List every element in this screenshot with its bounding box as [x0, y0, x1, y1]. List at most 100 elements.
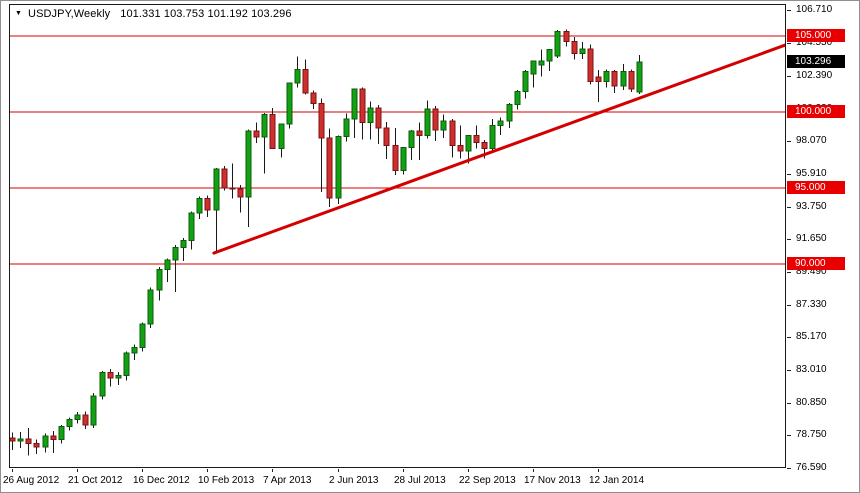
candlestick: [180, 238, 187, 261]
candlestick: [367, 101, 374, 140]
time-tick-label: 17 Nov 2013: [524, 475, 581, 486]
price-level-badge: 100.000: [787, 105, 845, 118]
candlestick: [221, 165, 228, 191]
time-tick-label: 28 Jul 2013: [394, 475, 446, 486]
chart-symbol-label: USDJPY,Weekly: [28, 8, 111, 20]
candlestick: [473, 125, 480, 149]
candlestick: [514, 89, 521, 110]
candlestick: [90, 393, 97, 429]
candlestick: [343, 113, 350, 142]
chart-ohlc-values: 101.331 103.753 101.192 103.296: [120, 8, 292, 20]
price-tick-label: 83.010: [796, 364, 827, 376]
price-tick-mark: [787, 42, 791, 44]
candlestick: [579, 42, 586, 59]
time-tick-label: 22 Sep 2013: [459, 475, 516, 486]
time-scale[interactable]: 26 Aug 2012 21 Oct 2012 16 Dec 2012 10 Feb …: [1, 469, 791, 492]
price-tick-label: 87.330: [796, 298, 827, 310]
candlestick: [416, 122, 423, 160]
candlestick: [335, 135, 342, 204]
candlestick: [245, 129, 252, 227]
candlestick: [17, 431, 24, 448]
price-tick-mark: [787, 10, 791, 11]
time-tick-mark: [598, 469, 599, 472]
time-tick-label: 7 Apr 2013: [263, 475, 312, 486]
candlestick: [74, 412, 81, 424]
candlestick: [269, 108, 276, 150]
candlestick: [563, 29, 570, 47]
candlestick: [164, 258, 171, 283]
candlestick: [554, 29, 561, 59]
candlestick: [603, 69, 610, 88]
candlestick: [620, 64, 627, 90]
price-tick-label: 78.750: [796, 429, 827, 440]
candlestick: [10, 432, 16, 451]
candlestick: [123, 351, 130, 381]
time-tick-label: 16 Dec 2012: [133, 475, 190, 486]
candlestick: [497, 117, 504, 135]
candlestick: [318, 98, 325, 192]
time-tick-mark: [12, 469, 13, 472]
candlestick: [107, 368, 114, 387]
candlestick: [302, 59, 309, 95]
candlestick: [310, 90, 317, 109]
candlestick: [392, 127, 399, 176]
price-tick-label: 98.070: [796, 135, 827, 147]
candlestick: [278, 123, 285, 158]
time-tick-mark: [207, 469, 208, 472]
price-tick-mark: [787, 207, 791, 208]
time-tick-label: 26 Aug 2012: [3, 475, 60, 486]
candlestick: [538, 49, 545, 77]
price-level-badge: 90.000: [787, 257, 845, 270]
price-scale[interactable]: 106.710104.550102.390100.23098.07095.910…: [787, 4, 859, 473]
chart-plot-area[interactable]: [10, 5, 785, 467]
candlestick: [42, 433, 49, 453]
candlestick: [408, 130, 415, 160]
candlestick: [237, 184, 244, 213]
candlestick: [229, 163, 236, 199]
price-tick-label: 80.850: [796, 397, 827, 409]
price-tick-mark: [787, 304, 791, 306]
time-tick-label: 21 Oct 2012: [68, 475, 123, 486]
price-tick-mark: [787, 174, 791, 176]
time-tick-label: 10 Feb 2013: [198, 475, 255, 486]
candlestick: [139, 322, 146, 352]
candlestick: [50, 431, 57, 454]
price-level-badge: 105.000: [787, 29, 845, 42]
candlestick: [115, 371, 122, 385]
candlestick: [375, 105, 382, 144]
price-level-badge: 95.000: [787, 181, 845, 194]
candlestick: [147, 287, 154, 328]
candlestick: [440, 114, 447, 138]
time-tick-label: 12 Jan 2014: [589, 475, 645, 486]
price-tick-mark: [787, 370, 791, 372]
horizontal-level-lines: [10, 35, 785, 265]
time-tick-mark: [272, 469, 273, 472]
candlestick: [359, 87, 366, 140]
candlestick: [530, 60, 537, 88]
price-tick-label: 85.170: [796, 331, 827, 343]
candlestick: [489, 118, 496, 154]
candlestick: [571, 36, 578, 60]
price-tick-label: 76.590: [796, 461, 827, 473]
time-tick-mark: [403, 469, 404, 472]
price-tick-label: 95.910: [796, 168, 827, 180]
trendline[interactable]: [212, 42, 785, 255]
candlestick: [172, 245, 179, 293]
candlestick: [522, 70, 529, 99]
current-price-badge: 103.296: [787, 54, 845, 68]
candlestick: [253, 122, 260, 144]
candlestick: [636, 54, 643, 94]
candlestick: [66, 417, 73, 431]
candlestick: [351, 88, 358, 138]
candlestick: [33, 439, 40, 454]
price-tick-label: 102.390: [796, 69, 833, 81]
candlestick: [400, 146, 407, 175]
symbol-dropdown-icon[interactable]: ▼: [15, 10, 23, 17]
price-tick-mark: [787, 75, 791, 77]
chart-title: ▼ USDJPY,Weekly 101.331 103.753 101.192 10…: [15, 8, 292, 20]
time-tick-mark: [468, 469, 469, 472]
candlestick: [326, 128, 333, 207]
price-tick-mark: [787, 467, 791, 469]
candlestick: [82, 411, 89, 429]
price-tick-mark: [787, 435, 791, 436]
